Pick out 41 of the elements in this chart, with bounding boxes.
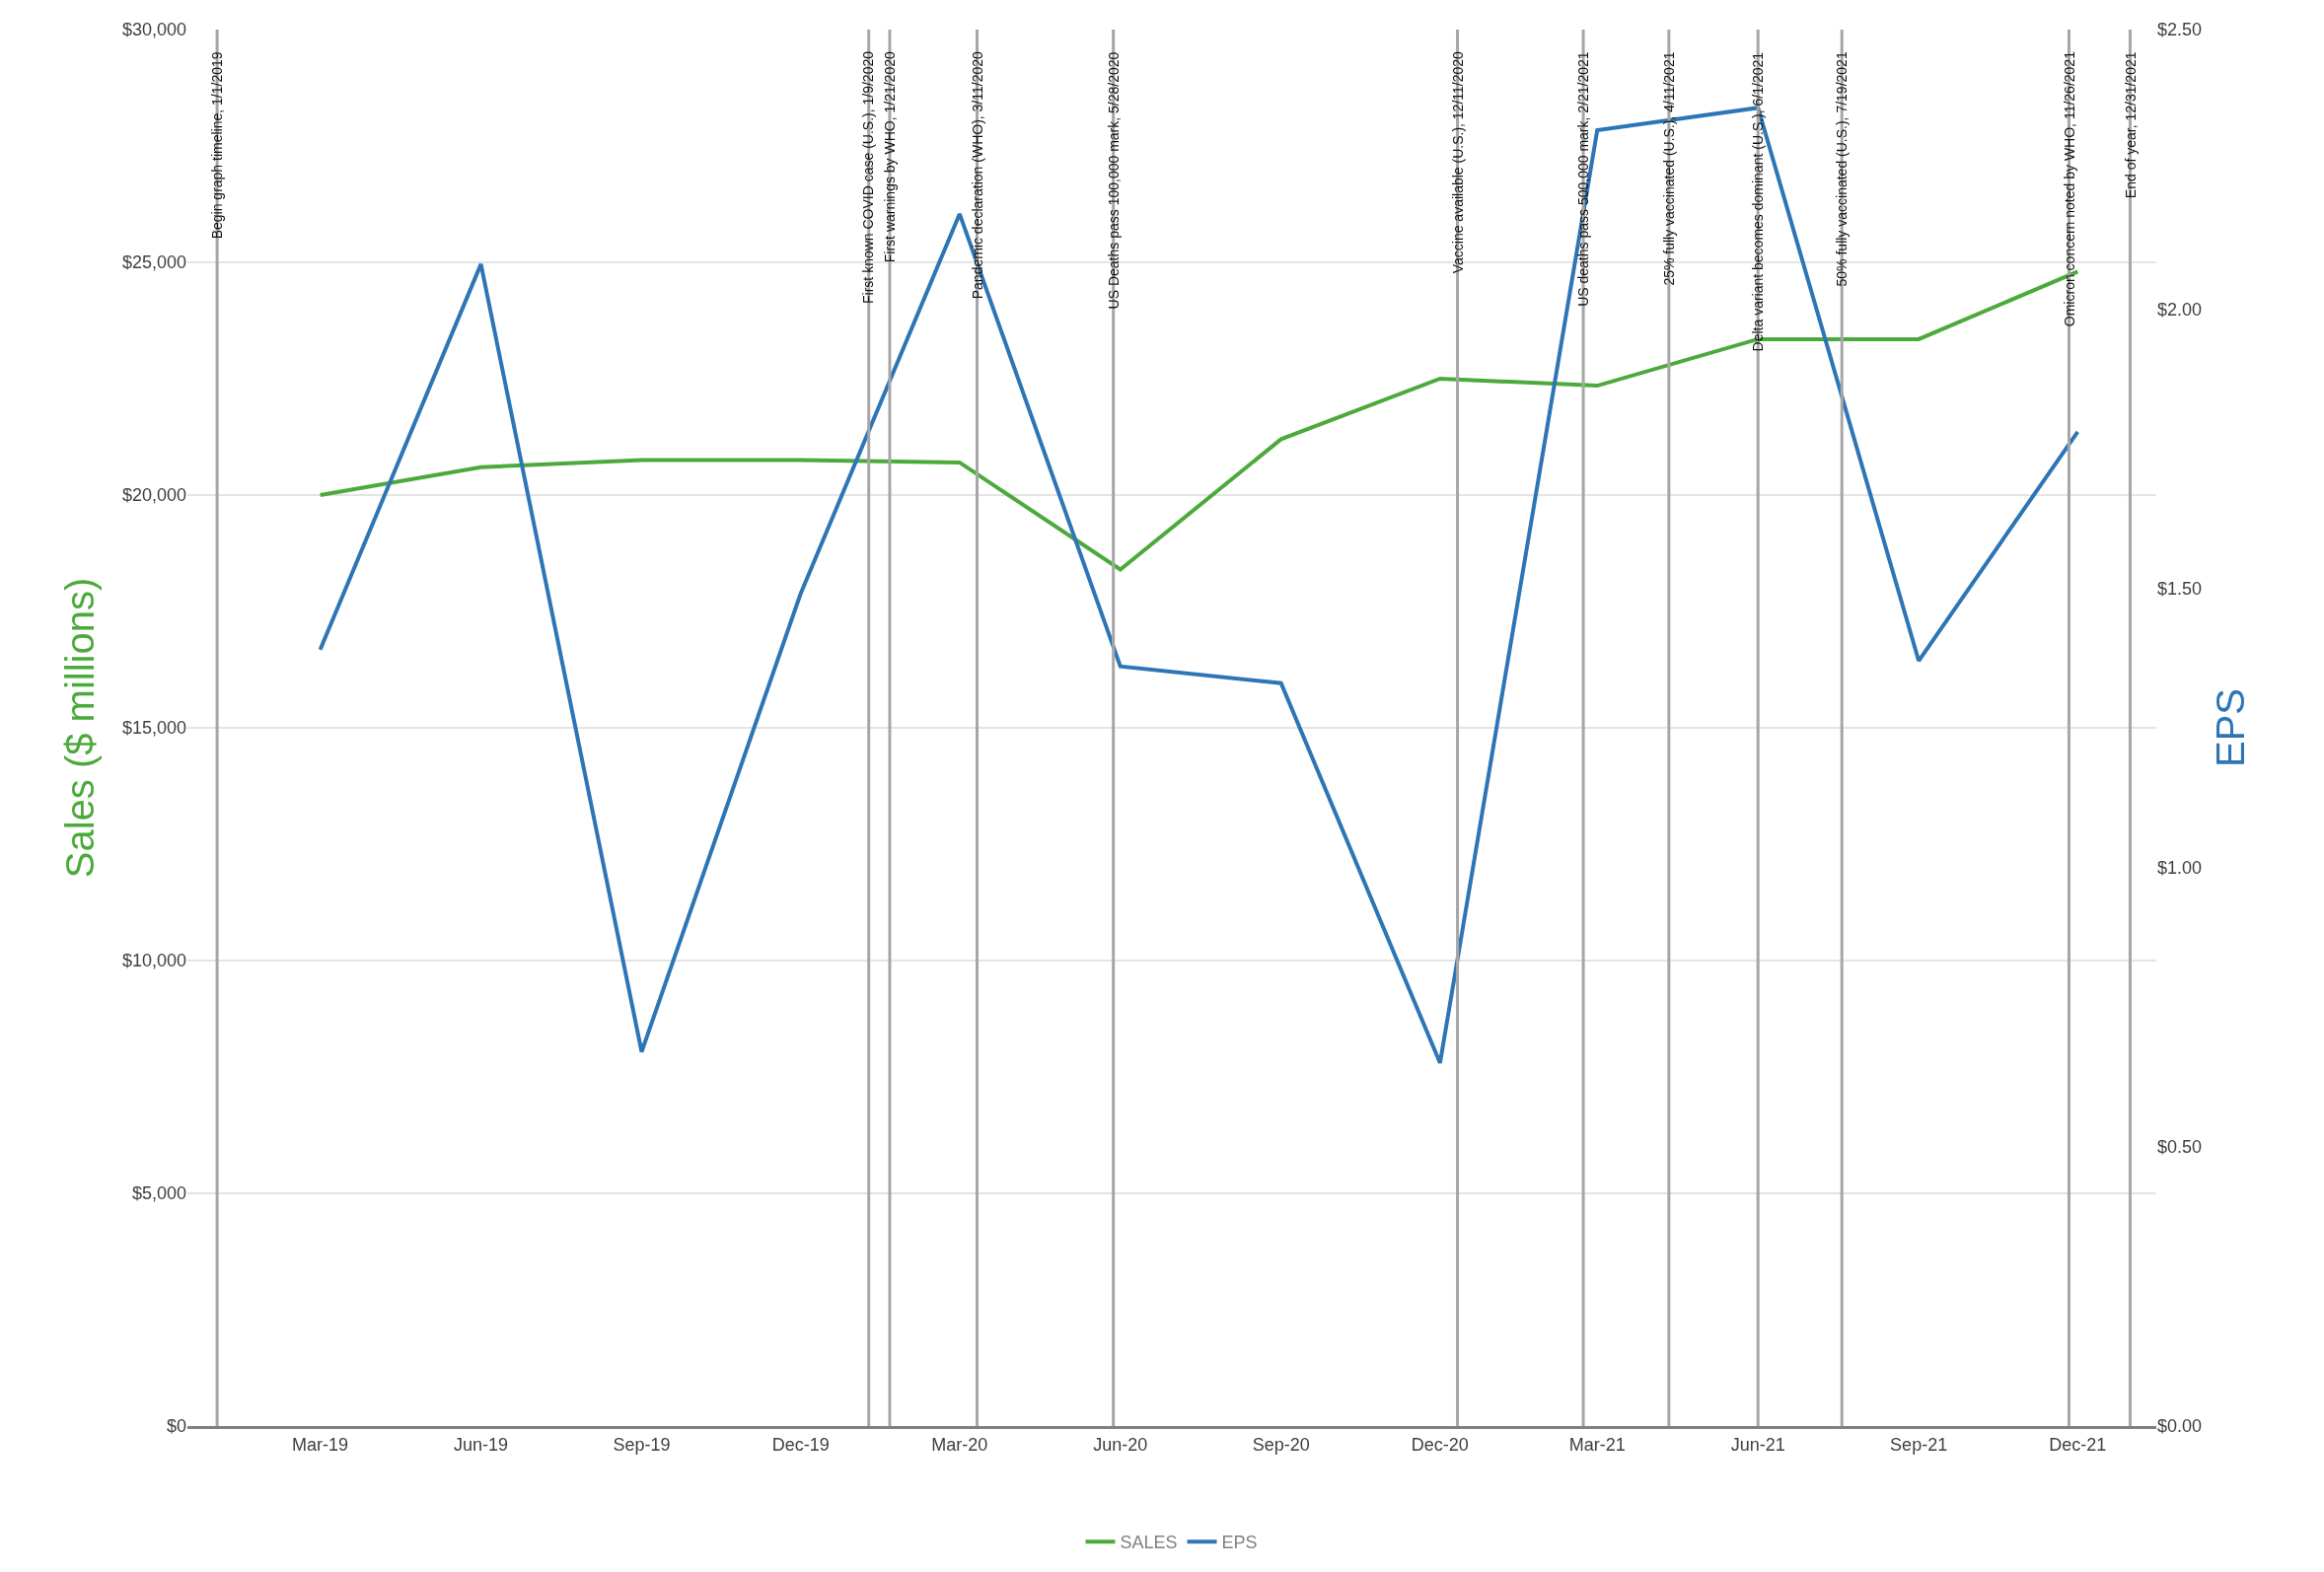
legend-label: SALES <box>1120 1533 1178 1553</box>
x-tick-label: Mar-20 <box>931 1434 988 1455</box>
ref-line-label: End of year, 12/31/2021 <box>2122 51 2139 199</box>
x-tick-label: Jun-19 <box>454 1434 509 1455</box>
x-tick-label: Mar-19 <box>292 1434 349 1455</box>
y2-tick-label: $0.00 <box>2157 1416 2203 1437</box>
ref-line-label: US Deaths pass 100,000 mark, 5/28/2020 <box>1105 51 1122 310</box>
y-tick-label: $15,000 <box>121 718 186 739</box>
ref-line-label: First warnings by WHO, 1/21/2020 <box>881 51 898 263</box>
x-tick-label: Dec-21 <box>2049 1434 2107 1455</box>
y-tick-label: $20,000 <box>121 485 186 506</box>
x-tick-label: Dec-20 <box>1411 1434 1469 1455</box>
x-tick-label: Sep-20 <box>1252 1434 1310 1455</box>
y2-tick-label: $2.00 <box>2157 299 2203 320</box>
ref-line-label: 50% fully vaccinated (U.S.), 7/19/2021 <box>1833 51 1850 287</box>
x-tick-label: Dec-19 <box>771 1434 830 1455</box>
ref-line-label: 25% fully vaccinated (U.S.), 4/11/2021 <box>1661 51 1678 286</box>
y-tick-label: $30,000 <box>121 20 186 40</box>
ref-line-label: US deaths pass 500,000 mark, 2/21/2021 <box>1575 51 1592 307</box>
ref-line-label: Omicron concern noted by WHO, 11/26/2021 <box>2061 50 2077 327</box>
legend-label: EPS <box>1221 1533 1258 1553</box>
x-tick-label: Sep-21 <box>1890 1434 1948 1455</box>
x-tick-label: Sep-19 <box>613 1434 671 1455</box>
y2-tick-label: $2.50 <box>2157 20 2203 40</box>
y2-tick-label: $1.00 <box>2157 857 2203 878</box>
ref-line-label: Begin graph timeline, 1/1/2019 <box>208 51 225 240</box>
ref-line-label: Delta variant becomes dominant (U.S.), 6/1/2021 <box>1749 51 1766 352</box>
x-tick-label: Jun-21 <box>1730 1434 1785 1455</box>
ref-line-label: First known COVID case (U.S.), 1/9/2020 <box>860 50 877 304</box>
y2-tick-label: $1.50 <box>2157 578 2203 599</box>
y2-tick-label: $0.50 <box>2157 1137 2203 1158</box>
y-tick-label: $5,000 <box>131 1183 186 1204</box>
x-tick-label: Mar-21 <box>1568 1434 1626 1455</box>
x-tick-label: Jun-20 <box>1093 1434 1148 1455</box>
y-axis-title: Sales ($ millions) <box>58 577 103 879</box>
y-tick-label: $10,000 <box>121 951 186 971</box>
ref-line-label: Pandemic declaration (WHO), 3/11/2020 <box>969 50 985 300</box>
y2-axis-title: EPS <box>2208 687 2252 768</box>
y-tick-label: $0 <box>166 1416 186 1437</box>
ref-line-label: Vaccine available (U.S.), 12/11/2020 <box>1449 50 1466 274</box>
y-tick-label: $25,000 <box>121 252 186 273</box>
